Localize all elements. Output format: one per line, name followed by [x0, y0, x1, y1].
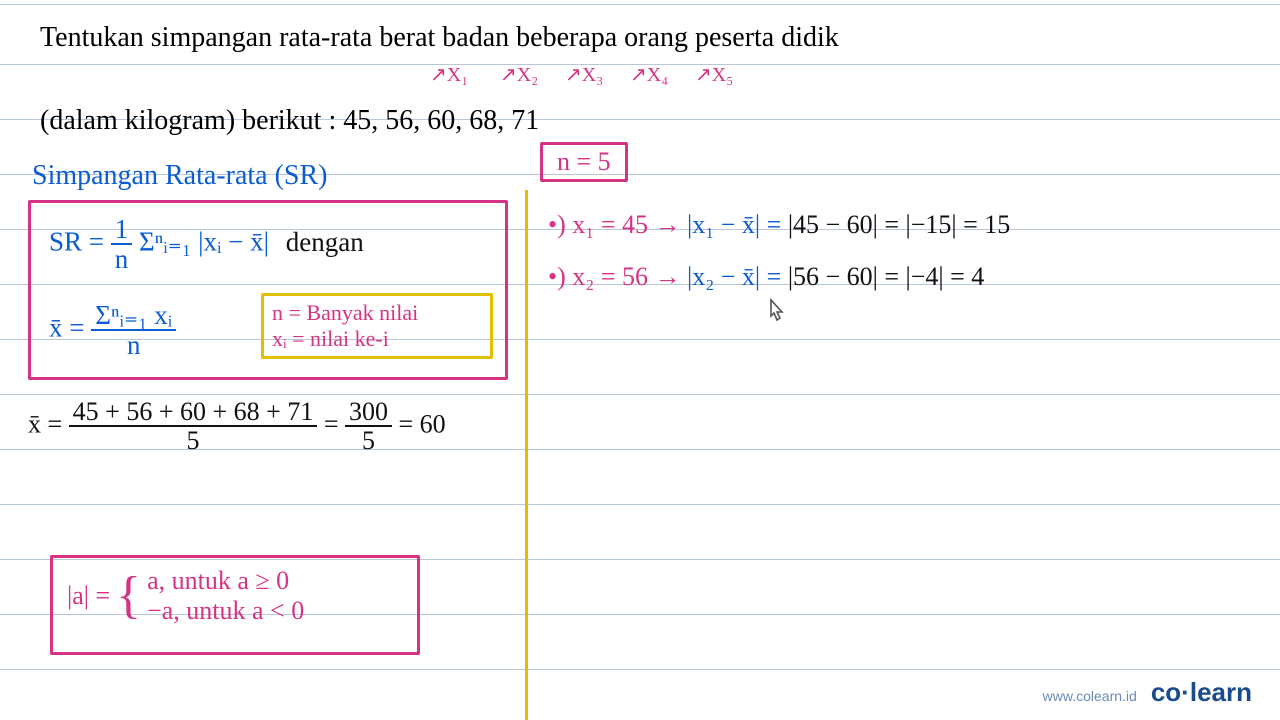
- n-box: n = 5: [540, 142, 628, 182]
- abs-row2: −a, untuk a < 0: [147, 596, 304, 626]
- vertical-divider: [525, 190, 528, 720]
- calc-row-1: •) x₁ = 45 → |x₁ − x̄| = |45 − 60| = |−1…: [548, 210, 1010, 240]
- mean-calc: x̄ = 45 + 56 + 60 + 68 + 71 5 = 300 5 = …: [28, 398, 446, 455]
- problem-data: 45, 56, 60, 68, 71: [343, 105, 539, 136]
- formula-box: SR = 1 n Σⁿᵢ₌₁ |xᵢ − x̄| dengan x̄ = Σⁿᵢ…: [28, 200, 508, 380]
- def-n: n = Banyak nilai: [272, 300, 482, 326]
- arrow-x5: ↗X₅: [695, 62, 733, 87]
- arrow-x3: ↗X₃: [565, 62, 603, 87]
- calc-row-2: •) x₂ = 56 → |x₂ − x̄| = |56 − 60| = |−4…: [548, 262, 984, 292]
- footer-logo: co·learn: [1151, 677, 1252, 708]
- arrow-x4: ↗X₄: [630, 62, 668, 87]
- abs-lhs: |a| =: [67, 581, 110, 611]
- cursor-icon: [765, 298, 787, 329]
- abs-row1: a, untuk a ≥ 0: [147, 566, 304, 596]
- arrow-x1: ↗X₁: [430, 62, 468, 87]
- xbar-formula: x̄ = Σⁿᵢ₌₁ xᵢ n: [49, 301, 176, 360]
- brace: {: [116, 575, 141, 617]
- sr-formula: SR = 1 n Σⁿᵢ₌₁ |xᵢ − x̄| dengan: [49, 215, 364, 274]
- problem-prefix: (dalam kilogram) berikut :: [40, 105, 343, 136]
- arrow-x2: ↗X₂: [500, 62, 538, 87]
- problem-line-1: Tentukan simpangan rata-rata berat badan…: [40, 22, 839, 54]
- problem-line-2: (dalam kilogram) berikut : 45, 56, 60, 6…: [40, 105, 539, 137]
- definition-box: n = Banyak nilai xᵢ = nilai ke-i: [261, 293, 493, 359]
- abs-def-box: |a| = { a, untuk a ≥ 0 −a, untuk a < 0: [50, 555, 420, 655]
- footer: www.colearn.id co·learn: [1043, 677, 1252, 708]
- footer-url: www.colearn.id: [1043, 688, 1137, 704]
- def-xi: xᵢ = nilai ke-i: [272, 326, 482, 352]
- sr-title: Simpangan Rata-rata (SR): [32, 160, 327, 192]
